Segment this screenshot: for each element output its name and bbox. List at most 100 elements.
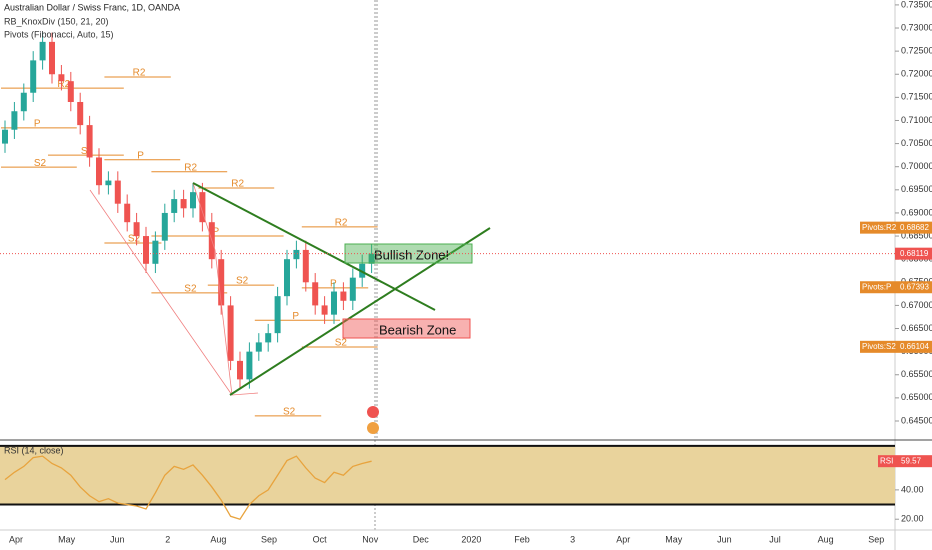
- y-tick-label: 40.00: [901, 484, 924, 494]
- y-tick-label: 0.70500: [901, 138, 932, 148]
- candle-body: [293, 249, 300, 260]
- y-tick-label: 0.69000: [901, 207, 932, 217]
- pivot-label: S2: [34, 158, 47, 169]
- pivot-label: S2: [335, 338, 348, 349]
- event-icon: [367, 406, 379, 418]
- x-tick-label: Aug: [818, 534, 834, 544]
- candle-body: [237, 360, 243, 380]
- x-tick-label: Sep: [261, 534, 277, 544]
- candle-body: [58, 74, 65, 82]
- zigzag-line: [192, 182, 259, 396]
- x-tick-label: Nov: [362, 534, 379, 544]
- rsi-tag: [878, 455, 932, 468]
- candle-body: [152, 240, 159, 264]
- candle-body: [274, 296, 281, 334]
- candle-body: [331, 291, 337, 315]
- candle-body: [349, 277, 356, 301]
- candle-body: [20, 92, 27, 112]
- candle-body: [105, 180, 112, 186]
- pivot-label: S2: [283, 407, 296, 418]
- axis-tag: [860, 281, 932, 294]
- y-tick-label: 0.73000: [901, 22, 932, 32]
- candle-body: [368, 253, 375, 264]
- indicator-label: Pivots (Fibonacci, Auto, 15): [4, 29, 114, 39]
- candle-body: [2, 129, 8, 144]
- event-icon: [367, 422, 379, 434]
- x-tick-label: Jun: [717, 534, 732, 544]
- candle-body: [67, 81, 74, 102]
- axis-tag-value: 0.67393: [900, 282, 929, 291]
- pivot-label: R2: [231, 179, 244, 190]
- y-tick-label: 0.64500: [901, 415, 932, 425]
- zigzag-line: [89, 189, 233, 396]
- trend-line: [229, 227, 491, 396]
- pivot-label: S2: [128, 234, 141, 245]
- axis-tag-name: Pivots:P: [862, 282, 891, 291]
- candle-body: [77, 101, 84, 126]
- axis-tag-name: Pivots:R2: [862, 223, 897, 232]
- price-tag-value: 0.68119: [900, 249, 929, 258]
- x-tick-label: Oct: [313, 534, 328, 544]
- x-tick-label: 3: [570, 534, 575, 544]
- pivot-label: S2: [184, 284, 197, 295]
- rsi-band: [0, 445, 895, 505]
- axis-tag-value: 0.66104: [900, 342, 929, 351]
- candle-body: [86, 125, 93, 158]
- indicator-label: RB_KnoxDiv (150, 21, 20): [4, 16, 109, 26]
- candle-body: [190, 192, 196, 209]
- candle-body: [218, 259, 225, 306]
- y-tick-label: 20.00: [901, 514, 924, 524]
- rsi-tag-name: RSI: [880, 456, 893, 465]
- zone-label: Bearish Zone: [379, 322, 456, 337]
- axis-tag: [860, 340, 932, 353]
- candle-body: [39, 41, 46, 61]
- pivot-label: R2: [57, 79, 70, 90]
- candle-body: [340, 291, 347, 301]
- y-tick-label: 0.71000: [901, 115, 932, 125]
- y-tick-label: 0.69500: [901, 184, 932, 194]
- y-tick-label: 0.73500: [901, 0, 932, 9]
- rsi-pane: 20.00 40.00 RSI 59.57: [0, 444, 932, 524]
- x-tick-label: May: [665, 534, 683, 544]
- bearish-zone: [342, 318, 471, 339]
- y-tick-label: 0.66500: [901, 323, 932, 333]
- x-tick-label: Apr: [9, 534, 23, 544]
- x-tick-label: May: [58, 534, 76, 544]
- candle-body: [30, 60, 37, 93]
- pivot-label: P: [213, 227, 220, 238]
- candle-body: [312, 282, 319, 306]
- candle-body: [321, 305, 328, 315]
- rsi-line: [4, 455, 372, 520]
- candle-body: [255, 342, 262, 352]
- x-tick-label: Jun: [110, 534, 125, 544]
- candle-body: [180, 199, 187, 209]
- x-tick-label: 2: [165, 534, 170, 544]
- y-tick-label: 0.71500: [901, 92, 932, 102]
- y-tick-label: 0.70000: [901, 161, 932, 171]
- y-tick-label: 0.67000: [901, 300, 932, 310]
- pivot-label: S2: [236, 276, 249, 287]
- candle-body: [143, 236, 149, 264]
- y-tick-label: 0.65000: [901, 392, 932, 402]
- candle-body: [171, 199, 178, 213]
- price-pane: R2R2PS2S2PR2R2PS2R2S2S2PPS2S2: [1, 32, 378, 418]
- rsi-tag-value: 59.57: [901, 456, 922, 465]
- y-tick-label: 0.65500: [901, 369, 932, 379]
- y-tick-label: 0.72500: [901, 46, 932, 56]
- chart-title: Australian Dollar / Swiss Franc, 1D, OAN…: [4, 2, 180, 12]
- zone-label: Bullish Zone!: [374, 247, 449, 262]
- candle-body: [284, 259, 290, 297]
- x-tick-label: Dec: [413, 534, 430, 544]
- pivot-label: R2: [133, 68, 146, 79]
- axis-tag: [860, 221, 932, 234]
- candle-body: [49, 41, 55, 75]
- candle-body: [265, 333, 272, 343]
- candle-body: [114, 180, 121, 204]
- x-tick-label: Apr: [616, 534, 630, 544]
- axis-tag-name: Pivots:S2: [862, 342, 896, 351]
- candle-body: [246, 351, 253, 380]
- pivot-label: P: [292, 311, 299, 322]
- x-tick-label: Feb: [514, 534, 530, 544]
- candle-body: [227, 305, 234, 361]
- pivot-label: P: [34, 119, 41, 130]
